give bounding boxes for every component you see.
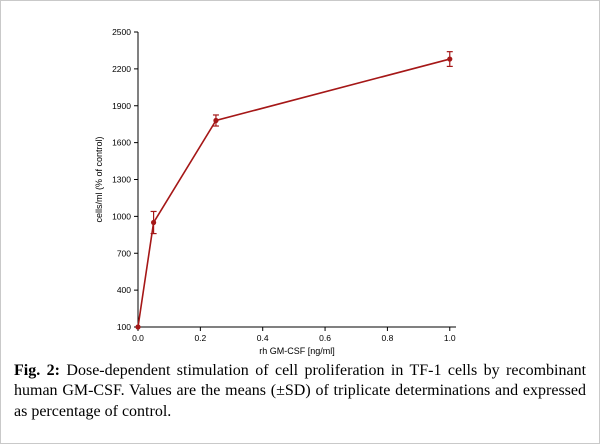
data-point [150,219,157,226]
y-tick-label: 1900 [112,101,131,111]
x-tick-label: 1.0 [444,333,456,343]
x-tick-label: 0.0 [132,333,144,343]
y-tick-label: 400 [117,285,131,295]
y-tick-label: 100 [117,322,131,332]
data-point [447,56,453,62]
x-tick-label: 0.6 [319,333,331,343]
x-axis-label: rh GM-CSF [ng/ml] [259,346,335,356]
y-axis-label: cells/ml (% of control) [94,136,104,222]
y-tick-label: 1000 [112,211,131,221]
x-tick-label: 0.8 [381,333,393,343]
dose-response-chart: 0.0 0.2 0.4 0.6 0.8 1.0 100 400 700 1000 1300 1600 1… [94,27,456,356]
y-tick-label: 1600 [112,138,131,148]
y-tick-label: 2500 [112,27,131,37]
figure-caption: Fig. 2: Dose-dependent stimulation of ce… [14,361,586,422]
figure-caption-text: Dose-dependent stimulation of cell proli… [14,362,587,420]
y-tick-label: 2200 [112,64,131,74]
x-tick-label: 0.2 [194,333,206,343]
y-tick-label: 700 [117,248,131,258]
data-line [137,58,450,328]
x-tick-label: 0.4 [257,333,269,343]
figure-caption-label: Fig. 2: [14,362,60,379]
data-point [213,117,219,124]
data-point [135,324,141,330]
y-tick-label: 1300 [112,175,131,185]
